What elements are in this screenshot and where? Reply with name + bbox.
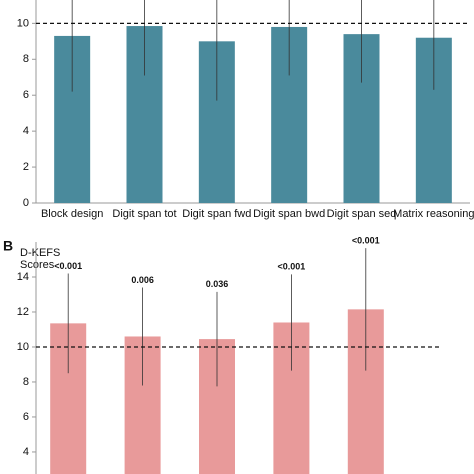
- y-tick-label: 10: [17, 341, 29, 353]
- annotation: <0.001: [54, 261, 82, 271]
- y-tick-label: 14: [17, 271, 29, 283]
- x-tick-label: Matrix reasoning: [393, 208, 474, 220]
- x-tick-label: Block design: [41, 208, 103, 220]
- y-tick-label: 10: [17, 17, 29, 29]
- y-tick-label: 2: [23, 161, 29, 173]
- annotation: 0.036: [206, 279, 229, 289]
- y-tick-label: 6: [23, 411, 29, 423]
- y-tick-label: 0: [23, 197, 29, 209]
- x-tick-label: Digit span tot: [112, 208, 176, 220]
- y-tick-label: 12: [17, 306, 29, 318]
- y-axis-label: D-KEFS: [20, 247, 60, 259]
- y-tick-label: 4: [23, 125, 29, 137]
- annotation: <0.001: [352, 235, 380, 245]
- annotation: 0.006: [131, 275, 154, 285]
- panel-label: B: [3, 238, 13, 254]
- y-tick-label: 6: [23, 89, 29, 101]
- annotation: <0.001: [278, 262, 306, 272]
- y-tick-label: 8: [23, 376, 29, 388]
- x-tick-label: Digit span fwd: [182, 208, 251, 220]
- y-tick-label: 4: [23, 446, 29, 458]
- x-tick-label: Digit span seq: [327, 208, 397, 220]
- y-axis-label: Scores: [20, 259, 55, 271]
- y-tick-label: 8: [23, 53, 29, 65]
- x-tick-label: Digit span bwd: [253, 208, 325, 220]
